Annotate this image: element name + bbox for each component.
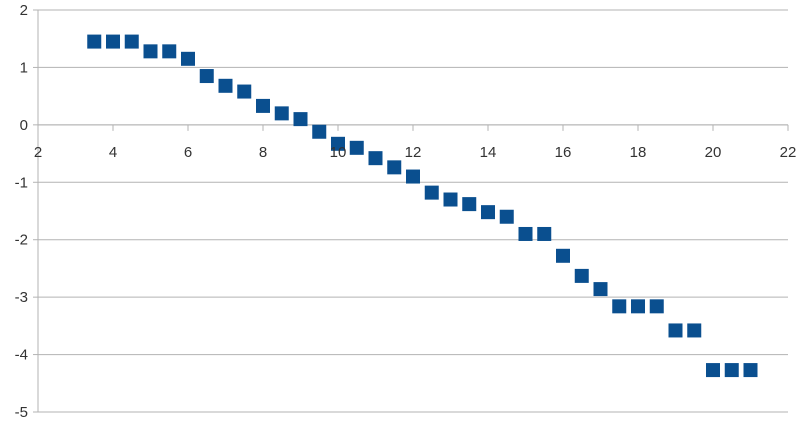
x-tick-label-10: 22	[780, 144, 797, 161]
data-point-28	[612, 299, 627, 314]
data-point-6	[199, 69, 214, 84]
data-point-8	[237, 84, 252, 99]
x-tick-label-0: 2	[34, 144, 42, 161]
data-point-5	[181, 51, 195, 66]
data-point-20	[462, 197, 477, 212]
y-tick-label-2: 0	[20, 117, 28, 134]
x-tick-label-5: 12	[405, 144, 422, 161]
x-tick-label-4: 10	[330, 144, 347, 161]
data-point-15	[368, 151, 383, 166]
data-point-18	[424, 185, 439, 200]
y-tick-label-7: -5	[15, 404, 28, 421]
data-point-19	[443, 192, 458, 207]
data-point-22	[499, 209, 514, 224]
y-tick-label-4: -2	[15, 232, 28, 249]
data-point-3	[143, 44, 158, 59]
points-layer	[87, 34, 758, 378]
data-point-16	[387, 160, 402, 175]
y-tick-label-5: -3	[15, 289, 28, 306]
data-point-27	[593, 282, 608, 297]
y-tick-label-0: 2	[20, 2, 28, 19]
data-point-12	[312, 124, 327, 139]
data-point-17	[406, 169, 420, 184]
y-tick-label-1: 1	[20, 59, 28, 76]
data-point-21	[481, 205, 495, 220]
data-point-7	[218, 78, 233, 93]
x-tick-label-2: 6	[184, 144, 192, 161]
data-point-10	[274, 106, 289, 121]
grid-layer	[38, 9, 788, 413]
data-point-31	[668, 323, 683, 338]
x-tick-label-8: 18	[630, 144, 647, 161]
data-point-30	[649, 299, 664, 314]
x-tick-label-3: 8	[259, 144, 267, 161]
data-point-24	[537, 226, 552, 241]
x-tick-label-1: 4	[109, 144, 117, 161]
data-point-9	[256, 98, 270, 113]
data-point-32	[687, 323, 702, 338]
data-point-0	[87, 34, 102, 49]
data-point-2	[124, 34, 139, 49]
axis-layer	[33, 9, 789, 413]
data-point-29	[631, 299, 645, 314]
data-point-1	[106, 34, 120, 49]
data-point-4	[162, 44, 177, 59]
x-tick-label-9: 20	[705, 144, 722, 161]
x-tick-label-6: 14	[480, 144, 497, 161]
data-point-33	[706, 363, 720, 378]
y-tick-label-3: -1	[15, 174, 28, 191]
data-point-35	[743, 363, 758, 378]
data-point-11	[293, 112, 308, 127]
data-point-26	[574, 268, 589, 283]
data-point-34	[724, 363, 739, 378]
labels-layer: 210-1-2-3-4-52 4 6 8 10 12 14 16 18 20 22	[15, 2, 797, 421]
data-point-14	[349, 140, 364, 155]
data-point-25	[556, 248, 570, 263]
x-tick-label-7: 16	[555, 144, 572, 161]
data-point-13	[331, 136, 345, 151]
y-tick-label-6: -4	[15, 347, 28, 364]
data-point-23	[518, 226, 533, 241]
